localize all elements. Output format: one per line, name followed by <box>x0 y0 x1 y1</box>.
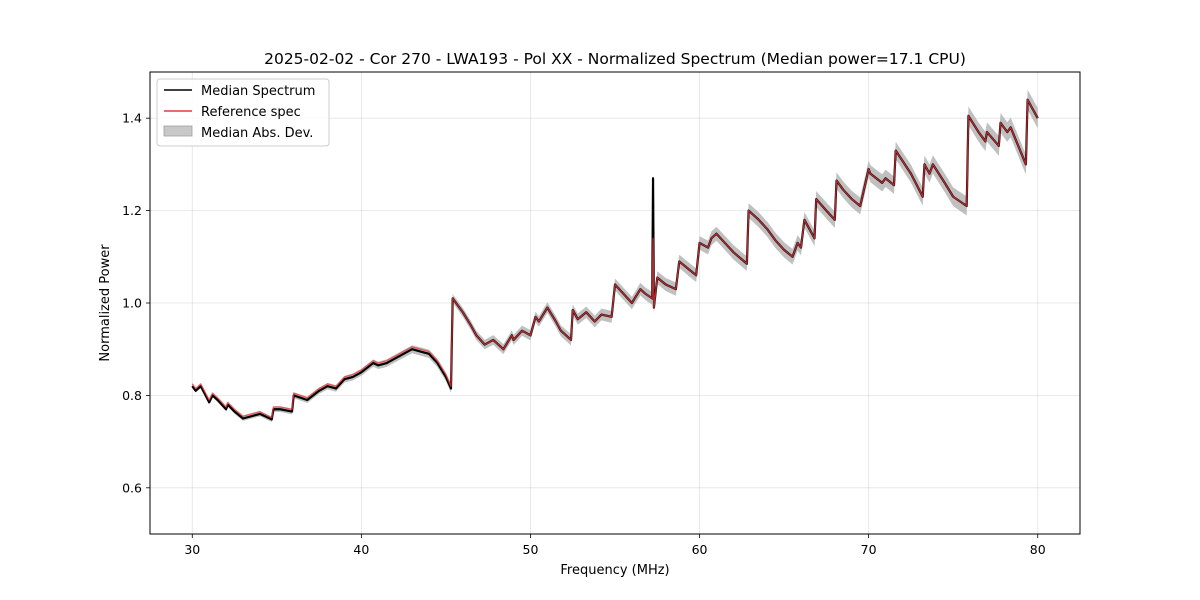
y-tick-label: 1.0 <box>122 296 142 311</box>
plot-area <box>191 89 1039 423</box>
legend-label-mad: Median Abs. Dev. <box>201 126 313 141</box>
x-tick-label: 60 <box>692 542 708 557</box>
chart-title: 2025-02-02 - Cor 270 - LWA193 - Pol XX -… <box>264 50 966 68</box>
legend-label-median: Median Spectrum <box>201 84 315 99</box>
y-axis-label: Normalized Power <box>98 244 113 362</box>
y-tick-label: 0.8 <box>122 388 142 403</box>
legend: Median Spectrum Reference spec Median Ab… <box>156 78 330 147</box>
y-tick-label: 0.6 <box>122 480 142 495</box>
axis-ticks: 30 40 50 60 70 80 0.6 0.8 1.0 1.2 1.4 <box>122 111 1046 557</box>
legend-box <box>156 78 330 147</box>
grid-lines <box>150 72 1080 534</box>
x-tick-label: 50 <box>523 542 539 557</box>
x-tick-label: 70 <box>861 542 877 557</box>
x-tick-label: 30 <box>184 542 200 557</box>
x-axis-label: Frequency (MHz) <box>560 563 669 578</box>
x-tick-label: 40 <box>353 542 369 557</box>
reference-spec-line <box>191 99 1039 419</box>
y-tick-label: 1.2 <box>122 203 142 218</box>
y-tick-label: 1.4 <box>122 111 142 126</box>
legend-swatch-mad <box>163 125 193 137</box>
legend-label-reference: Reference spec <box>201 105 301 120</box>
x-tick-label: 80 <box>1030 542 1046 557</box>
